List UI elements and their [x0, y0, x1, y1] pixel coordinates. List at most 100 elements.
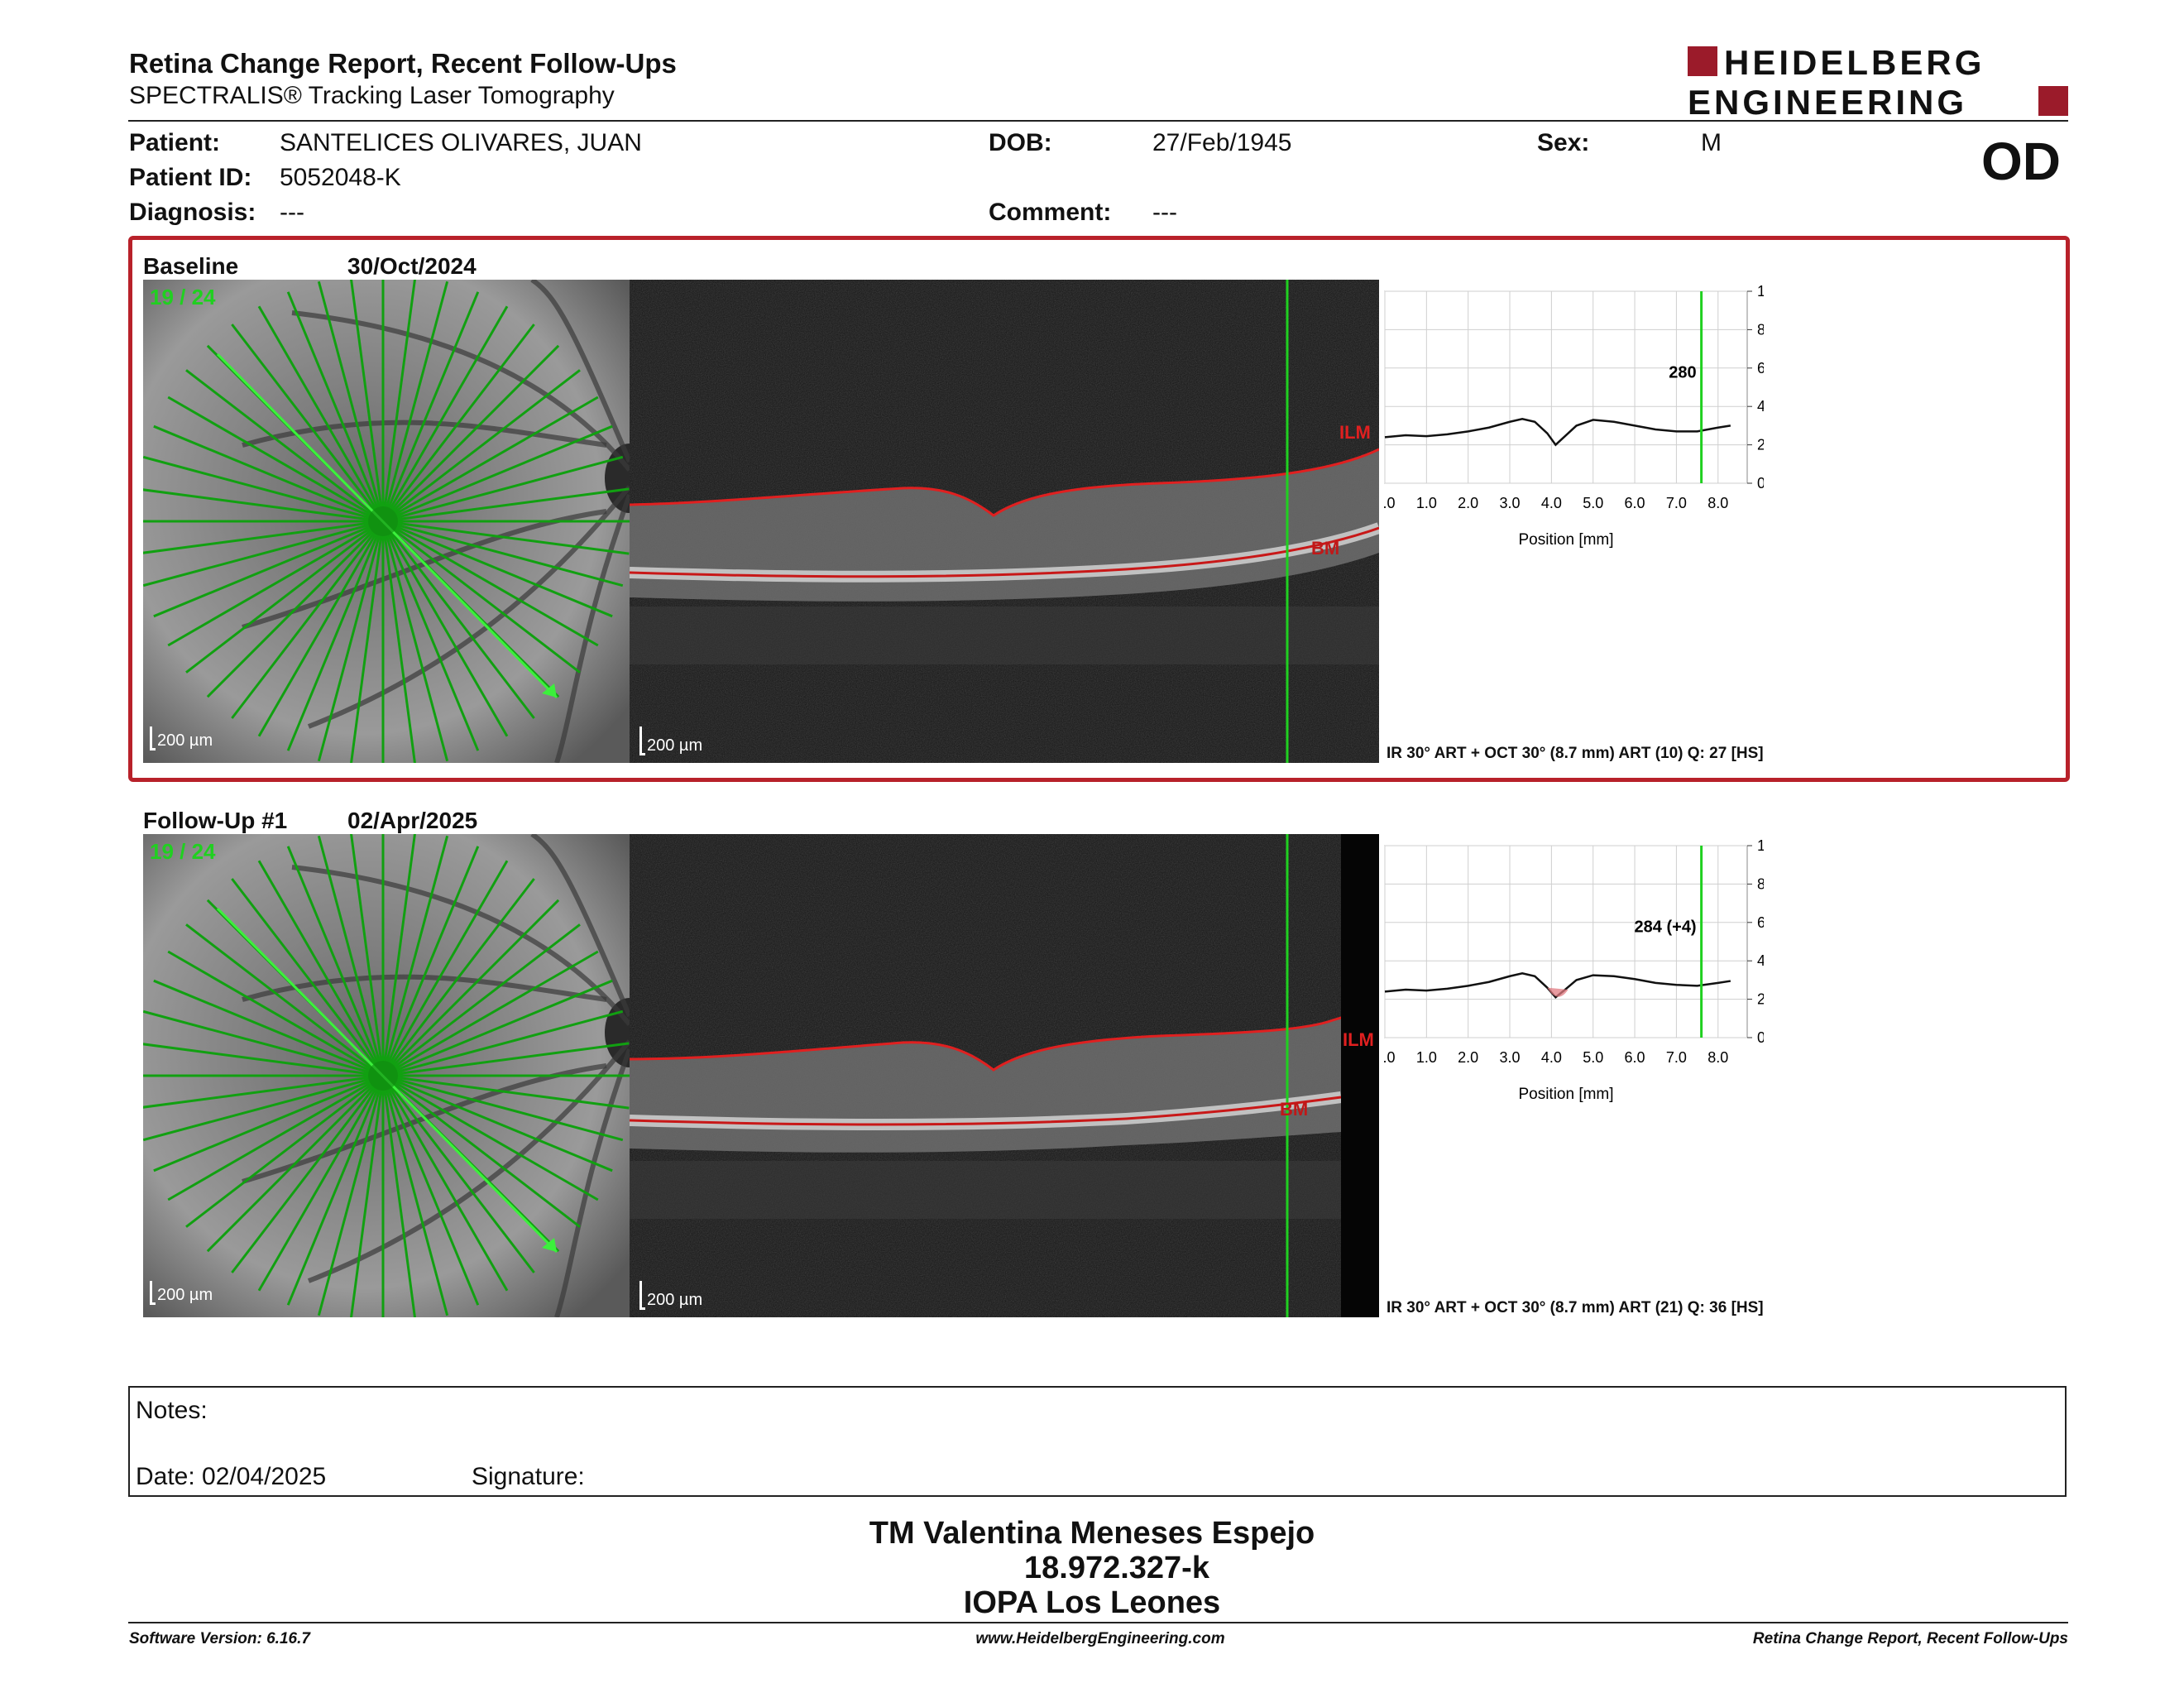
notes-label: Notes:	[136, 1397, 208, 1424]
footer-divider	[128, 1622, 2068, 1623]
ilm-segmentation	[630, 448, 1379, 517]
x-tick-label: 3.0	[1500, 495, 1521, 511]
thickness-line	[1384, 417, 1731, 447]
bscan-scale-text: 200 µm	[647, 1291, 703, 1309]
oct-bscan: ILM BM 200 µm	[630, 834, 1379, 1317]
signer-name: TM Valentina Meneses Espejo	[869, 1516, 1315, 1551]
scan-edge	[1341, 834, 1379, 1317]
fundus-scalebar: 200 µm	[150, 1281, 213, 1305]
active-scan-arrow	[542, 1238, 557, 1252]
fovea-center	[368, 1061, 398, 1091]
patient-name: SANTELICES OLIVARES, JUAN	[280, 129, 642, 156]
x-tick-label: 6.0	[1625, 495, 1645, 511]
diagnosis-value: ---	[280, 199, 304, 226]
x-tick-label: 0.0	[1383, 1049, 1396, 1066]
exam-name: Follow-Up #1	[143, 808, 288, 833]
choroid	[630, 1161, 1379, 1219]
x-tick-label: 8.0	[1707, 1049, 1728, 1066]
bscan-scale-text: 200 µm	[647, 736, 703, 755]
eye-indicator: OD	[1981, 132, 2061, 191]
y-tick-label: 200	[1757, 991, 1764, 1008]
ilm-label: ILM	[1339, 422, 1371, 443]
logo-line2: ENGINEERING	[1688, 83, 1967, 119]
x-tick-label: 4.0	[1541, 1049, 1562, 1066]
fundus-scale-text: 200 µm	[157, 731, 213, 750]
patient-label: Patient:	[129, 129, 221, 156]
choroid	[630, 607, 1379, 664]
bscan-scalebar: 200 µm	[639, 727, 702, 755]
sex-label: Sex:	[1537, 129, 1590, 156]
fundus-image: 19 / 24 200 µm	[143, 280, 630, 763]
bm-label: BM	[1280, 1099, 1309, 1120]
patient-id-label: Patient ID:	[129, 164, 252, 191]
acquisition-info: IR 30° ART + OCT 30° (8.7 mm) ART (21) Q…	[1387, 1299, 1764, 1316]
comment-label: Comment:	[989, 199, 1112, 226]
retinal-vessel	[307, 1039, 630, 1283]
thickness-plot: 0.0 1.0 2.0 3.0 4.0 5.0 6.0 7.0 8.0 0 200 400 600 800…	[1383, 837, 1764, 1103]
exam-date: 02/Apr/2025	[347, 808, 478, 833]
heidelberg-logo: HEIDELBERG ENGINEERING	[1688, 43, 2068, 119]
comment-value: ---	[1152, 199, 1177, 226]
exam-name: Baseline	[143, 253, 239, 279]
retinal-vessel	[554, 1048, 630, 1317]
y-tick-label: 600	[1757, 914, 1764, 931]
x-tick-label: 8.0	[1707, 495, 1728, 511]
dob-value: 27/Feb/1945	[1152, 129, 1292, 156]
fovea-center	[368, 506, 398, 536]
diagnosis-label: Diagnosis:	[129, 199, 256, 226]
thickness-plot: 0.0 1.0 2.0 3.0 4.0 5.0 6.0 7.0 8.0 0 200 400 600 800…	[1383, 283, 1764, 549]
fundus-scale-text: 200 µm	[157, 1286, 213, 1304]
logo-line1: HEIDELBERG	[1724, 43, 1985, 82]
thickness-value-label: 284 (+4)	[1635, 918, 1697, 936]
thickness-value-label: 280	[1669, 363, 1696, 381]
bm-label: BM	[1311, 538, 1340, 559]
y-tick-label: 1000	[1757, 837, 1764, 854]
active-scan-arrow	[542, 683, 557, 698]
y-tick-label: 800	[1757, 875, 1764, 892]
x-axis-label: Position [mm]	[1518, 531, 1613, 549]
retinal-vessel	[242, 974, 607, 1002]
date-label: Date: 02/04/2025	[136, 1463, 327, 1490]
y-tick-label: 400	[1757, 952, 1764, 969]
header-divider	[128, 120, 2068, 122]
ilm-label: ILM	[1343, 1029, 1374, 1050]
bscan-scalebar: 200 µm	[639, 1281, 702, 1310]
footer-report-name: Retina Change Report, Recent Follow-Ups	[1752, 1630, 2068, 1647]
x-tick-label: 4.0	[1541, 495, 1562, 511]
signer-institution: IOPA Los Leones	[963, 1585, 1221, 1620]
scan-index: 19 / 24	[150, 839, 216, 864]
x-tick-label: 7.0	[1666, 1049, 1687, 1066]
report-title: Retina Change Report, Recent Follow-Ups	[129, 48, 677, 79]
sex-value: M	[1701, 129, 1722, 156]
scan-index: 19 / 24	[150, 285, 216, 309]
plot-area	[1384, 845, 1748, 1038]
baseline-selected-frame	[128, 236, 2070, 782]
x-tick-label: 5.0	[1583, 495, 1603, 511]
fundus-scalebar: 200 µm	[150, 727, 213, 750]
x-tick-label: 0.0	[1383, 495, 1396, 511]
retinal-vessel	[530, 280, 630, 463]
oct-bscan: ILM BM 200 µm	[630, 280, 1379, 763]
retinal-vessel	[554, 493, 630, 763]
bm-segmentation	[630, 1096, 1342, 1126]
x-axis-label: Position [mm]	[1518, 1086, 1613, 1103]
x-tick-label: 1.0	[1416, 1049, 1437, 1066]
y-tick-label: 200	[1757, 437, 1764, 453]
thickness-line	[1384, 971, 1731, 1000]
y-tick-label: 800	[1757, 321, 1764, 338]
x-tick-label: 2.0	[1458, 1049, 1478, 1066]
retinal-vessel	[307, 485, 630, 729]
retinal-vessel	[530, 834, 630, 1018]
report-subtitle: SPECTRALIS® Tracking Laser Tomography	[129, 82, 615, 109]
dob-label: DOB:	[989, 129, 1052, 156]
plot-area	[1384, 290, 1748, 484]
retinal-vessel	[291, 865, 630, 1026]
signer-id: 18.972.327-k	[1024, 1551, 1209, 1585]
retinal-vessel	[291, 310, 630, 472]
bm-segmentation	[630, 526, 1379, 578]
y-tick-label: 0	[1757, 475, 1764, 492]
x-tick-label: 3.0	[1500, 1049, 1521, 1066]
x-tick-label: 2.0	[1458, 495, 1478, 511]
exam-date: 30/Oct/2024	[347, 253, 477, 279]
y-tick-label: 0	[1757, 1029, 1764, 1046]
